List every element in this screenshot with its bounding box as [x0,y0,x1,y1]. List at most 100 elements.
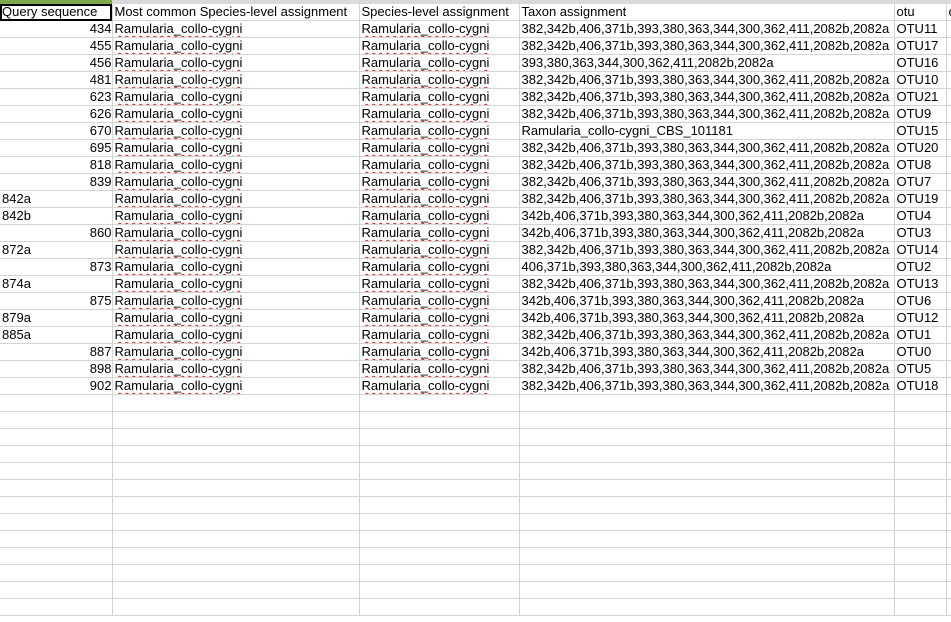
otu-cell[interactable]: OTU1 [894,326,947,344]
empty-cell[interactable] [359,479,520,497]
query-sequence-cell[interactable]: 872a [0,241,113,259]
taxon-assignment-cell[interactable]: 382,342b,406,371b,393,380,363,344,300,36… [519,326,895,344]
most-common-assignment-cell[interactable]: Ramularia_collo-cygni [112,207,360,225]
empty-cell[interactable] [946,326,951,344]
query-sequence-cell[interactable]: 695 [0,139,113,157]
most-common-assignment-cell[interactable]: Ramularia_collo-cygni [112,258,360,276]
empty-cell[interactable] [946,513,951,531]
otu-cell[interactable]: OTU12 [894,309,947,327]
taxon-assignment-cell[interactable]: 393,380,363,344,300,362,411,2082b,2082a [519,54,895,72]
taxon-assignment-cell[interactable]: 382,342b,406,371b,393,380,363,344,300,36… [519,37,895,55]
taxon-assignment-cell[interactable]: 382,342b,406,371b,393,380,363,344,300,36… [519,360,895,378]
empty-cell[interactable] [946,122,951,140]
empty-cell[interactable] [112,462,360,480]
empty-cell[interactable] [112,428,360,446]
most-common-assignment-cell[interactable]: Ramularia_collo-cygni [112,88,360,106]
empty-cell[interactable] [359,598,520,616]
most-common-assignment-cell[interactable]: Ramularia_collo-cygni [112,292,360,310]
query-sequence-cell[interactable]: 873 [0,258,113,276]
empty-cell[interactable] [946,71,951,89]
empty-cell[interactable] [519,547,895,565]
empty-cell[interactable] [946,20,951,38]
taxon-assignment-cell[interactable]: 382,342b,406,371b,393,380,363,344,300,36… [519,71,895,89]
empty-cell[interactable] [0,547,113,565]
empty-cell[interactable] [946,581,951,599]
query-sequence-cell[interactable]: 455 [0,37,113,55]
empty-cell[interactable] [946,377,951,395]
taxon-assignment-cell[interactable]: 342b,406,371b,393,380,363,344,300,362,41… [519,207,895,225]
species-assignment-cell[interactable]: Ramularia_collo-cygni [359,207,520,225]
species-assignment-cell[interactable]: Ramularia_collo-cygni [359,377,520,395]
header-cell-query-sequence[interactable]: Query sequence [0,4,113,21]
otu-cell[interactable]: OTU7 [894,173,947,191]
empty-cell[interactable] [946,156,951,174]
taxon-assignment-cell[interactable]: 382,342b,406,371b,393,380,363,344,300,36… [519,275,895,293]
empty-cell[interactable] [894,411,947,429]
species-assignment-cell[interactable]: Ramularia_collo-cygni [359,139,520,157]
empty-cell[interactable] [112,530,360,548]
empty-cell[interactable] [519,581,895,599]
query-sequence-cell[interactable]: 875 [0,292,113,310]
most-common-assignment-cell[interactable]: Ramularia_collo-cygni [112,54,360,72]
empty-cell[interactable] [519,479,895,497]
species-assignment-cell[interactable]: Ramularia_collo-cygni [359,258,520,276]
empty-cell[interactable] [946,360,951,378]
taxon-assignment-cell[interactable]: 342b,406,371b,393,380,363,344,300,362,41… [519,309,895,327]
header-cell-taxon-assignment[interactable]: Taxon assignment [519,4,895,21]
species-assignment-cell[interactable]: Ramularia_collo-cygni [359,54,520,72]
otu-cell[interactable]: OTU20 [894,139,947,157]
empty-cell[interactable] [894,462,947,480]
empty-cell[interactable] [0,394,113,412]
empty-cell[interactable] [946,428,951,446]
species-assignment-cell[interactable]: Ramularia_collo-cygni [359,71,520,89]
otu-cell[interactable]: OTU4 [894,207,947,225]
query-sequence-cell[interactable]: 839 [0,173,113,191]
otu-cell[interactable]: OTU15 [894,122,947,140]
empty-cell[interactable] [946,411,951,429]
empty-cell[interactable] [894,598,947,616]
empty-cell[interactable] [946,224,951,242]
most-common-assignment-cell[interactable]: Ramularia_collo-cygni [112,190,360,208]
empty-cell[interactable] [519,598,895,616]
species-assignment-cell[interactable]: Ramularia_collo-cygni [359,20,520,38]
most-common-assignment-cell[interactable]: Ramularia_collo-cygni [112,156,360,174]
empty-cell[interactable] [0,513,113,531]
empty-cell[interactable] [0,581,113,599]
empty-cell[interactable] [359,581,520,599]
species-assignment-cell[interactable]: Ramularia_collo-cygni [359,122,520,140]
empty-cell[interactable] [519,394,895,412]
query-sequence-cell[interactable]: 885a [0,326,113,344]
empty-cell[interactable] [946,105,951,123]
empty-cell[interactable] [946,445,951,463]
otu-cell[interactable]: OTU16 [894,54,947,72]
species-assignment-cell[interactable]: Ramularia_collo-cygni [359,309,520,327]
otu-cell[interactable]: OTU0 [894,343,947,361]
empty-cell[interactable] [112,496,360,514]
empty-cell[interactable] [894,479,947,497]
query-sequence-cell[interactable]: 434 [0,20,113,38]
empty-cell[interactable] [112,513,360,531]
most-common-assignment-cell[interactable]: Ramularia_collo-cygni [112,71,360,89]
empty-cell[interactable] [946,496,951,514]
empty-cell[interactable] [359,445,520,463]
empty-cell[interactable] [0,496,113,514]
empty-cell[interactable] [946,394,951,412]
most-common-assignment-cell[interactable]: Ramularia_collo-cygni [112,343,360,361]
most-common-assignment-cell[interactable]: Ramularia_collo-cygni [112,360,360,378]
empty-cell[interactable] [519,564,895,582]
query-sequence-cell[interactable]: 898 [0,360,113,378]
most-common-assignment-cell[interactable]: Ramularia_collo-cygni [112,275,360,293]
empty-cell[interactable] [519,496,895,514]
otu-cell[interactable]: OTU9 [894,105,947,123]
empty-cell[interactable] [359,530,520,548]
empty-cell[interactable] [359,411,520,429]
species-assignment-cell[interactable]: Ramularia_collo-cygni [359,224,520,242]
most-common-assignment-cell[interactable]: Ramularia_collo-cygni [112,173,360,191]
empty-cell[interactable] [946,258,951,276]
taxon-assignment-cell[interactable]: 342b,406,371b,393,380,363,344,300,362,41… [519,343,895,361]
empty-cell[interactable] [894,513,947,531]
empty-cell[interactable] [112,445,360,463]
empty-cell[interactable] [359,513,520,531]
otu-cell[interactable]: OTU11 [894,20,947,38]
taxon-assignment-cell[interactable]: 406,371b,393,380,363,344,300,362,411,208… [519,258,895,276]
